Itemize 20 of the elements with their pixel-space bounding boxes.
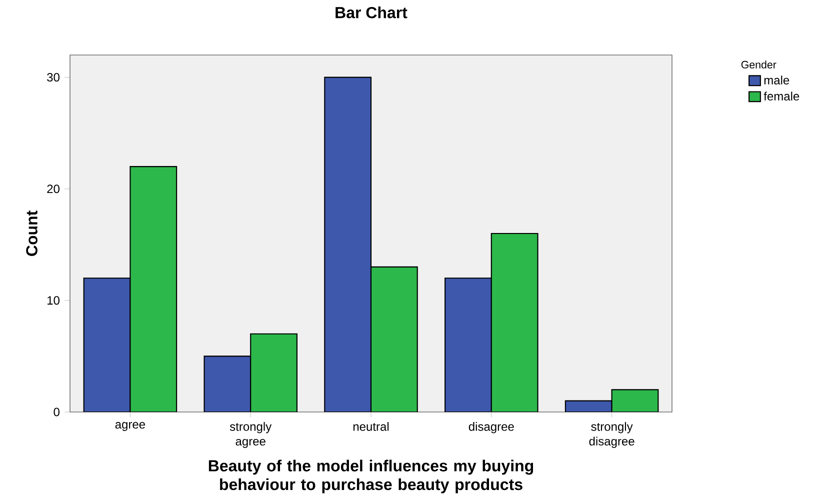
x-tick-label: strongly disagree bbox=[589, 422, 634, 448]
x-tick-label: disagree bbox=[468, 422, 514, 434]
bar bbox=[250, 333, 298, 412]
y-tick-label: 20 bbox=[47, 184, 60, 194]
x-tick-label: neutral bbox=[353, 422, 389, 431]
x-tick-label: strongly agree bbox=[230, 422, 272, 448]
y-tick-label: 0 bbox=[54, 408, 60, 416]
x-axis-title: Beauty of the model influences my buying behaviour to purchase beauty products bbox=[208, 460, 534, 494]
bar bbox=[370, 266, 418, 412]
bar bbox=[611, 389, 659, 412]
bar bbox=[490, 233, 538, 412]
y-axis-title: Count bbox=[26, 210, 38, 256]
x-tick-label: agree bbox=[115, 422, 146, 432]
legend-label: female bbox=[764, 92, 800, 101]
legend-label: male bbox=[764, 76, 790, 85]
y-tick-label: 10 bbox=[48, 296, 60, 305]
chart-title: Bar Chart bbox=[336, 6, 408, 18]
bar bbox=[130, 166, 178, 412]
y-tick-label: 30 bbox=[47, 73, 60, 82]
legend-title: Gender bbox=[741, 60, 776, 69]
